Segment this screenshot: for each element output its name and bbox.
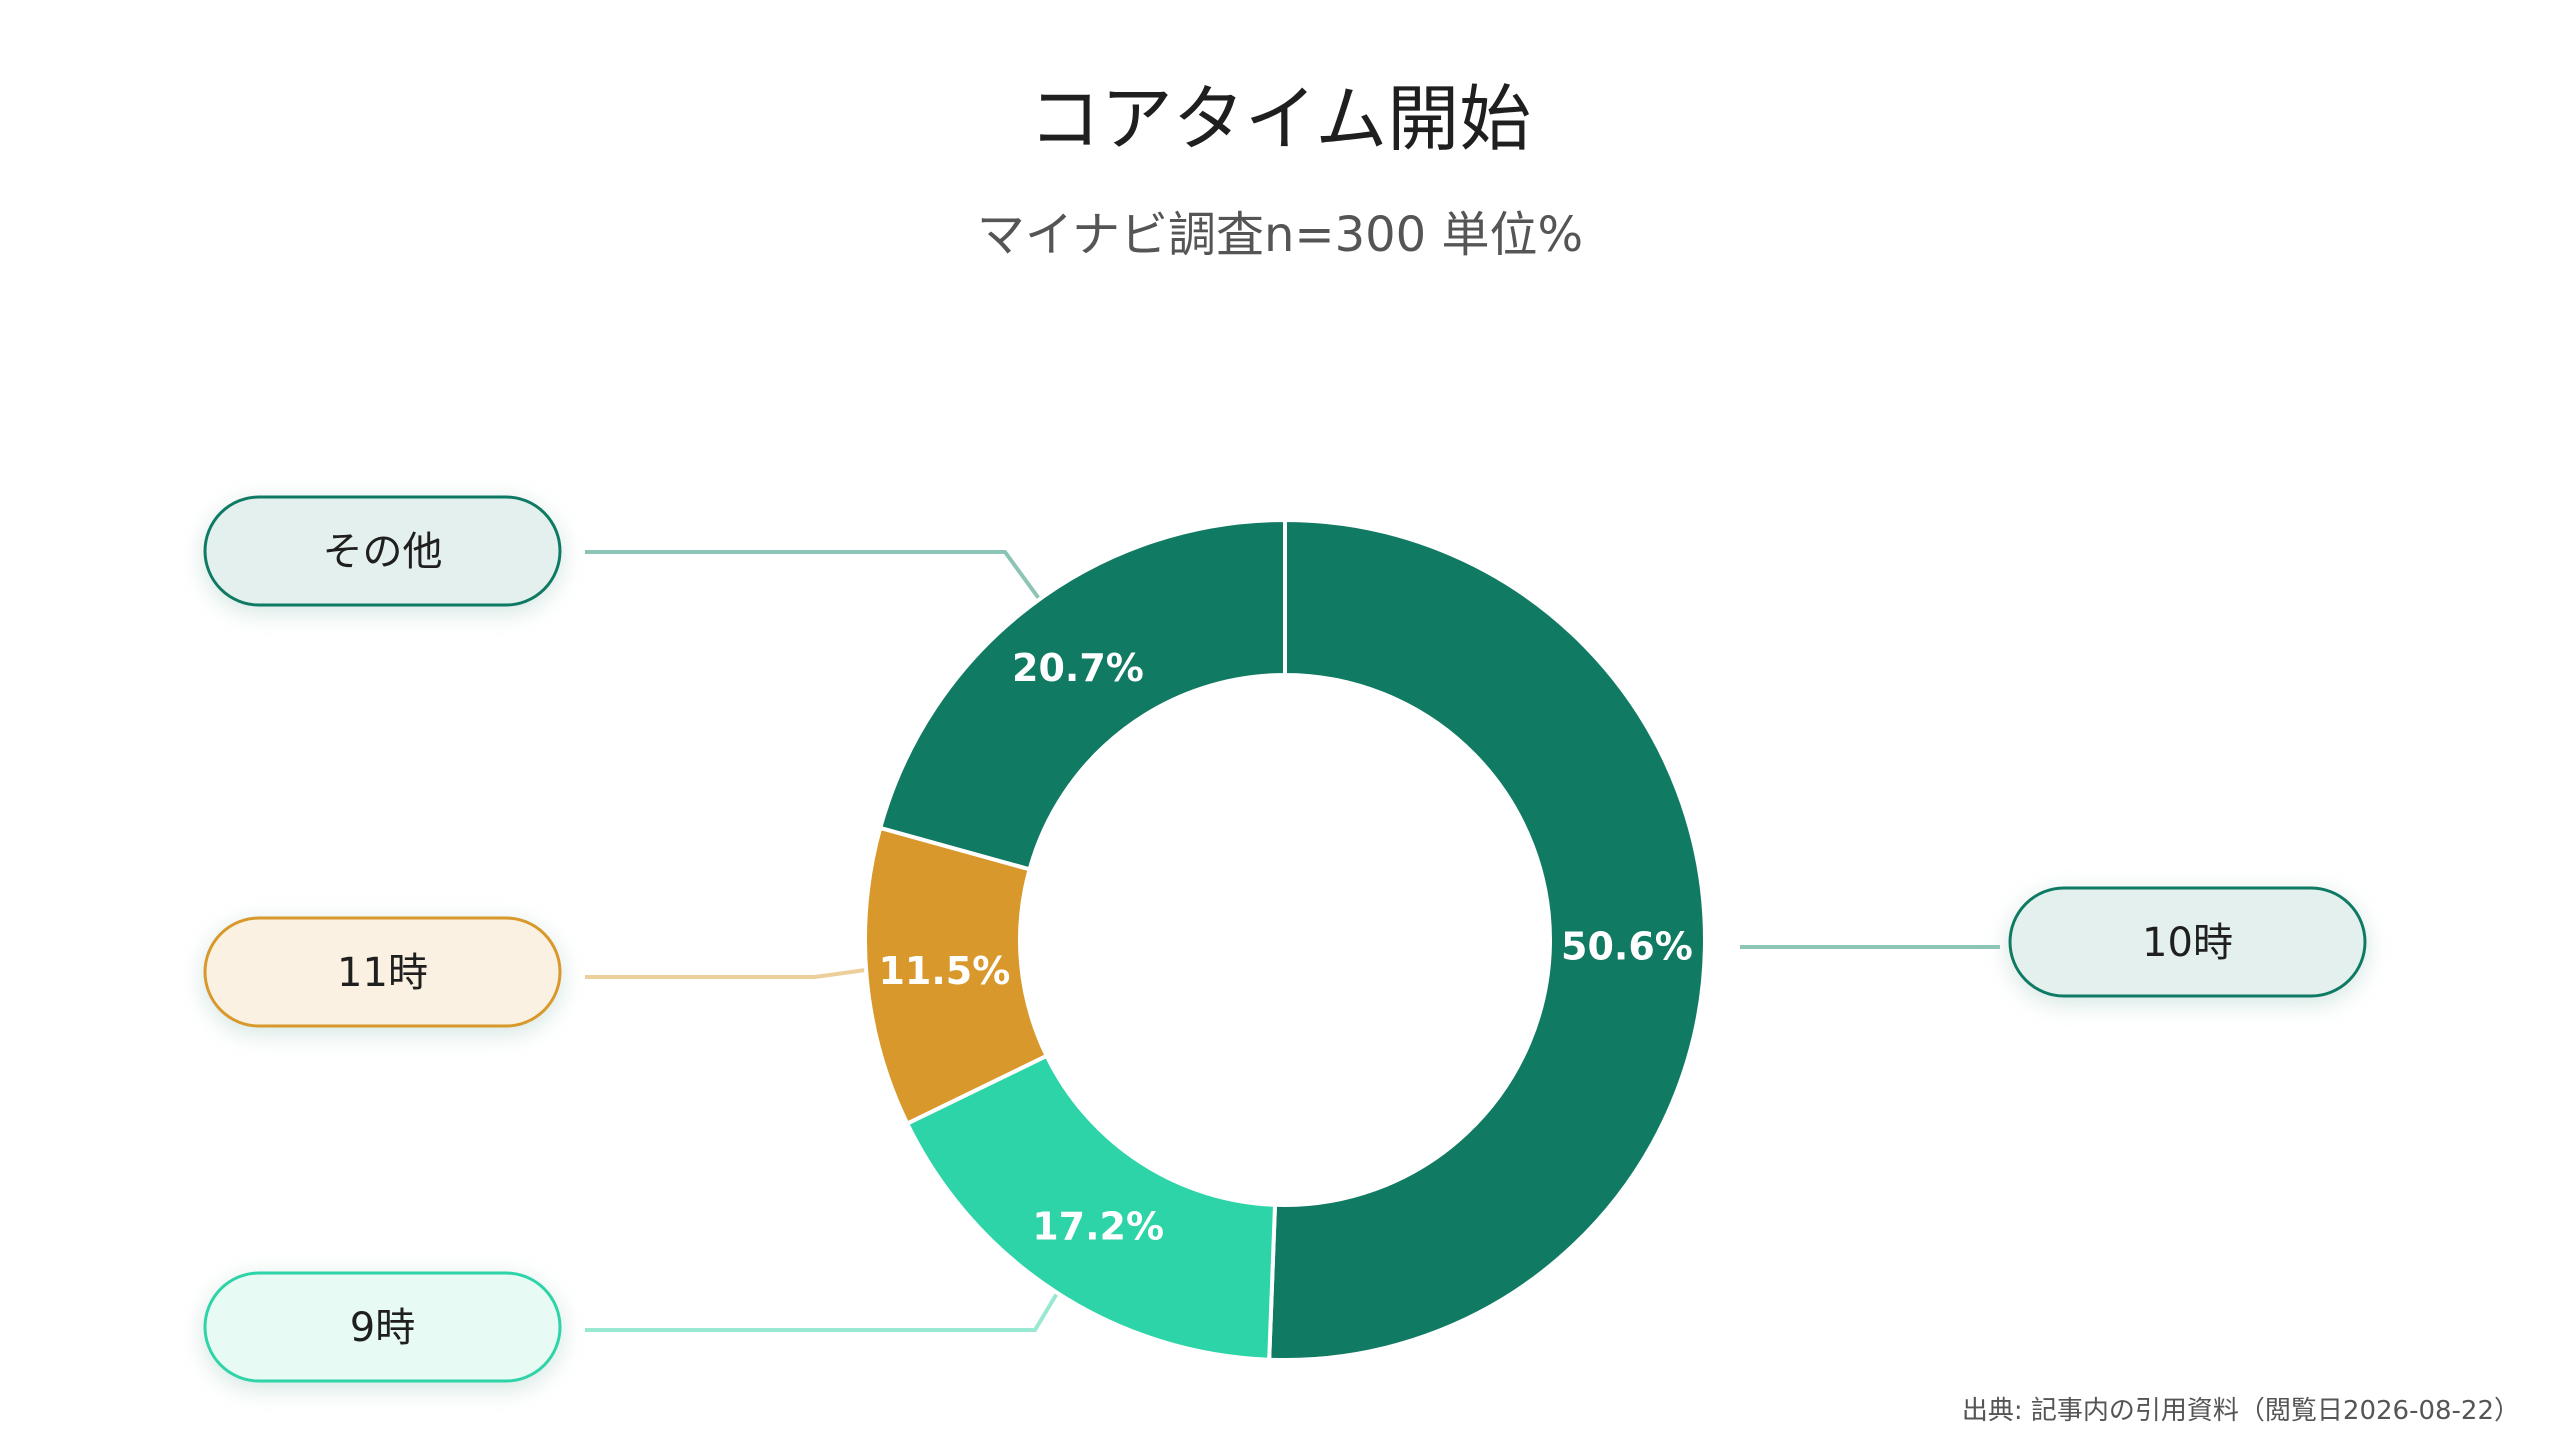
category-label: 11時: [337, 950, 428, 996]
category-pill-10e69982: 10時: [2008, 886, 2367, 998]
slice-value-label-10e69982: 50.6%: [1561, 924, 1693, 968]
connector-line-e3819de381aee4bb96: [585, 550, 1042, 602]
slice-value-label-e3819de381aee4bb96: 20.7%: [1012, 646, 1144, 690]
category-pill-shape: [203, 916, 562, 1028]
chart-subtitle: マイナビ調査n=300 単位%: [976, 207, 1584, 263]
category-pill-shape: [203, 495, 562, 607]
chart-title: コアタイム開始: [1028, 77, 1532, 161]
donut-slices: [863, 517, 1708, 1362]
category-label: 9時: [350, 1305, 415, 1351]
category-pill-shape: [203, 1271, 562, 1383]
category-label-pills: 10時 9時 11時 その他: [203, 495, 2367, 1383]
category-label: その他: [323, 529, 443, 575]
slice-e3819de381aee4bb96: [877, 517, 1287, 872]
slice-value-label-9e69982: 17.2%: [1032, 1204, 1164, 1248]
source-note: 出典: 記事内の引用資料（閲覧日2026-08-22）: [1961, 1396, 2520, 1426]
category-pill-shape: [2008, 886, 2367, 998]
category-label: 10時: [2142, 920, 2233, 966]
slice-10e69982: [1267, 517, 1708, 1362]
category-pill-9e69982: 9時: [203, 1271, 562, 1383]
slice-9e69982: [904, 1053, 1278, 1362]
category-pill-e3819de381aee4bb96: その他: [203, 495, 562, 607]
connector-lines: [585, 550, 2000, 1332]
connector-line-11e69982: [585, 966, 881, 979]
slice-value-labels: 50.6% 17.2% 11.5% 20.7%: [878, 646, 1692, 1249]
slice-value-label-11e69982: 11.5%: [878, 949, 1010, 993]
category-pill-11e69982: 11時: [203, 916, 562, 1028]
connector-line-9e69982: [585, 1278, 1067, 1332]
